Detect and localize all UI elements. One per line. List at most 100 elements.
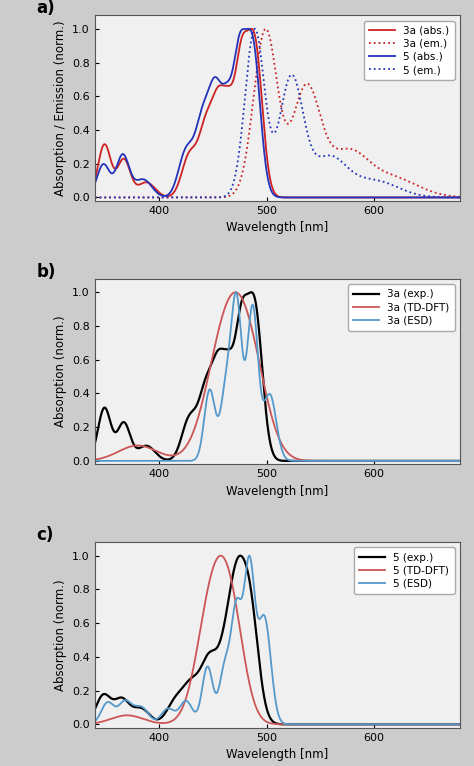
5 (ESD): [460, 720, 466, 729]
3a (exp.): [236, 309, 242, 319]
3a (TD-DFT): [135, 441, 140, 450]
Legend: 5 (exp.), 5 (TD-DFT), 5 (ESD): 5 (exp.), 5 (TD-DFT), 5 (ESD): [354, 548, 455, 594]
3a (ESD): [236, 306, 242, 315]
3a (ESD): [420, 457, 426, 466]
5 (abs.): [468, 193, 474, 202]
3a (exp.): [420, 457, 426, 466]
3a (em.): [135, 193, 140, 202]
3a (TD-DFT): [253, 339, 258, 348]
3a (abs.): [248, 25, 254, 34]
3a (em.): [460, 192, 466, 201]
3a (TD-DFT): [420, 457, 426, 466]
5 (exp.): [135, 702, 140, 712]
Y-axis label: Absorption (norm.): Absorption (norm.): [54, 316, 67, 427]
Y-axis label: Absorption (norm.): Absorption (norm.): [54, 579, 67, 691]
Line: 5 (em.): 5 (em.): [95, 29, 471, 198]
Legend: 3a (exp.), 3a (TD-DFT), 3a (ESD): 3a (exp.), 3a (TD-DFT), 3a (ESD): [347, 284, 455, 331]
5 (em.): [460, 193, 466, 202]
5 (ESD): [236, 594, 242, 603]
5 (ESD): [253, 596, 258, 605]
5 (em.): [252, 25, 258, 34]
3a (TD-DFT): [460, 457, 466, 466]
5 (TD-DFT): [460, 720, 466, 729]
Text: b): b): [36, 263, 56, 281]
3a (ESD): [233, 288, 239, 297]
5 (exp.): [236, 552, 242, 561]
5 (TD-DFT): [253, 701, 258, 710]
Line: 3a (abs.): 3a (abs.): [95, 29, 471, 198]
5 (abs.): [420, 193, 426, 202]
5 (em.): [420, 191, 426, 200]
5 (ESD): [135, 701, 140, 710]
3a (abs.): [253, 32, 258, 41]
3a (em.): [468, 192, 474, 201]
3a (ESD): [92, 457, 98, 466]
5 (abs.): [135, 175, 140, 185]
3a (ESD): [468, 457, 474, 466]
5 (exp.): [237, 551, 243, 560]
5 (em.): [157, 193, 163, 202]
3a (exp.): [248, 288, 254, 297]
3a (ESD): [135, 457, 140, 466]
5 (TD-DFT): [92, 719, 98, 728]
3a (abs.): [420, 193, 426, 202]
3a (TD-DFT): [468, 457, 474, 466]
3a (ESD): [157, 457, 163, 466]
Legend: 3a (abs.), 3a (em.), 5 (abs.), 5 (em.): 3a (abs.), 3a (em.), 5 (abs.), 5 (em.): [364, 21, 455, 80]
3a (em.): [157, 193, 163, 202]
3a (em.): [92, 193, 98, 202]
Line: 3a (exp.): 3a (exp.): [95, 293, 471, 461]
5 (TD-DFT): [135, 712, 140, 722]
3a (abs.): [460, 193, 466, 202]
3a (em.): [263, 25, 269, 34]
5 (em.): [468, 193, 474, 202]
5 (exp.): [253, 620, 258, 630]
3a (TD-DFT): [236, 290, 242, 299]
3a (exp.): [135, 444, 140, 453]
5 (abs.): [253, 47, 258, 57]
5 (abs.): [236, 31, 242, 41]
Line: 5 (exp.): 5 (exp.): [95, 555, 471, 725]
3a (em.): [420, 183, 426, 192]
3a (TD-DFT): [157, 448, 163, 457]
5 (ESD): [92, 717, 98, 726]
X-axis label: Wavelength [nm]: Wavelength [nm]: [226, 221, 328, 234]
5 (TD-DFT): [218, 551, 224, 560]
5 (em.): [135, 193, 140, 202]
5 (exp.): [92, 705, 98, 714]
5 (ESD): [468, 720, 474, 729]
3a (TD-DFT): [92, 455, 98, 464]
3a (exp.): [468, 457, 474, 466]
5 (em.): [236, 149, 242, 159]
3a (exp.): [157, 452, 163, 461]
5 (ESD): [420, 720, 426, 729]
5 (abs.): [246, 25, 251, 34]
3a (exp.): [92, 439, 98, 448]
3a (abs.): [92, 175, 98, 185]
5 (TD-DFT): [468, 720, 474, 729]
3a (em.): [236, 180, 242, 189]
5 (abs.): [460, 193, 466, 202]
X-axis label: Wavelength [nm]: Wavelength [nm]: [226, 748, 328, 761]
Line: 5 (ESD): 5 (ESD): [95, 555, 471, 725]
Text: c): c): [36, 526, 54, 545]
5 (TD-DFT): [236, 618, 242, 627]
Text: a): a): [36, 0, 55, 18]
X-axis label: Wavelength [nm]: Wavelength [nm]: [226, 485, 328, 498]
5 (exp.): [460, 720, 466, 729]
5 (exp.): [468, 720, 474, 729]
5 (abs.): [92, 179, 98, 188]
3a (abs.): [157, 188, 163, 198]
Y-axis label: Absorption / Emission (norm.): Absorption / Emission (norm.): [54, 20, 67, 196]
Line: 3a (TD-DFT): 3a (TD-DFT): [95, 293, 471, 461]
5 (ESD): [157, 712, 163, 721]
3a (ESD): [253, 316, 258, 326]
3a (exp.): [460, 457, 466, 466]
Line: 5 (TD-DFT): 5 (TD-DFT): [95, 555, 471, 725]
Line: 3a (ESD): 3a (ESD): [95, 293, 471, 461]
3a (em.): [252, 79, 258, 88]
Line: 3a (em.): 3a (em.): [95, 29, 471, 198]
3a (abs.): [236, 46, 242, 55]
5 (TD-DFT): [420, 720, 426, 729]
3a (exp.): [253, 296, 258, 305]
